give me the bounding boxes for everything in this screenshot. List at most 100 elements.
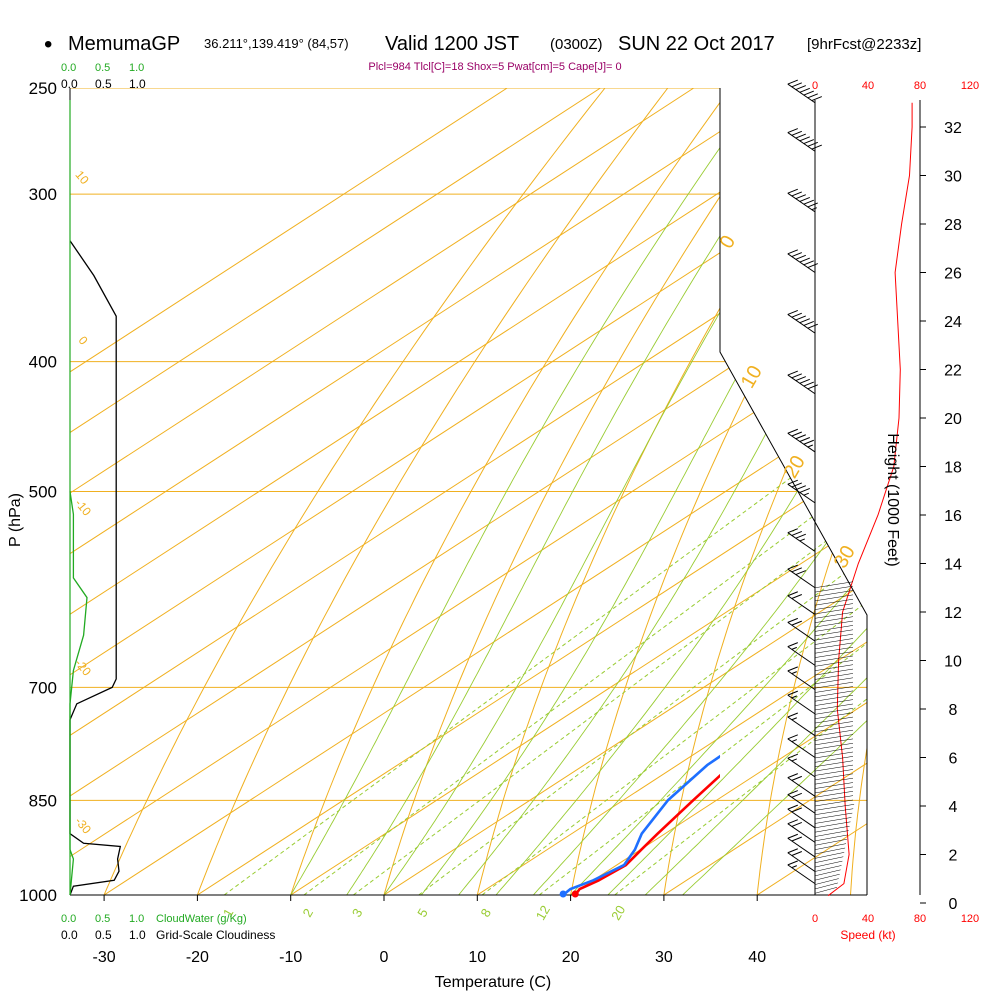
- wind-fan-line: [814, 668, 854, 676]
- height-tick-28: 28: [944, 217, 962, 234]
- wind-barb-staff: [787, 864, 816, 885]
- dry-adiabat-50: [848, 88, 867, 895]
- wind-barb-flag: [787, 790, 798, 796]
- speed-top-tick-1: 40: [862, 80, 874, 92]
- wind-barb-8: [787, 734, 816, 758]
- wind-barb-flag: [791, 620, 802, 626]
- wind-barb-22: [787, 188, 818, 213]
- wind-barb-flag: [799, 378, 810, 384]
- wind-barb-4: [787, 804, 816, 829]
- wind-fan-line: [814, 633, 854, 641]
- wind-barb-flag: [795, 434, 806, 440]
- wind-fan-line: [814, 638, 854, 645]
- wind-barb-staff: [787, 670, 816, 691]
- wind-barb-17: [787, 479, 816, 504]
- wind-barb-flag: [803, 90, 814, 96]
- height-tick-0: 0: [949, 896, 958, 913]
- height-tick-18: 18: [944, 460, 962, 477]
- wind-barb-flag: [791, 775, 802, 781]
- height-tick-16: 16: [944, 508, 962, 525]
- wind-fan-line: [814, 594, 854, 602]
- wind-barb-flag: [787, 712, 798, 718]
- wind-fan-line: [814, 620, 854, 628]
- wind-barb-2: [787, 833, 816, 858]
- wind-barb-flag: [787, 642, 798, 648]
- temp-tick--20: -20: [186, 949, 209, 966]
- wind-fan-line: [814, 821, 851, 829]
- dry-adiabat-30: [659, 88, 867, 895]
- wind-barb-flag: [787, 860, 798, 866]
- cw-bot-tick-2: 1.0: [129, 913, 144, 925]
- header-bullet: •: [44, 31, 52, 58]
- wind-barb-staff: [787, 568, 816, 589]
- moist-adiabat-16: [532, 88, 867, 895]
- wind-barb-half: [791, 758, 797, 762]
- wind-fan-line: [814, 769, 854, 776]
- wind-barb-flag: [803, 139, 814, 145]
- isotherm-10: [477, 88, 867, 895]
- side-profiles: [69, 100, 122, 896]
- header-forecast: [9hrFcst@2233z]: [807, 36, 921, 53]
- wind-barb-half: [791, 695, 797, 699]
- dry-adiabat-label-3: -20: [72, 656, 94, 679]
- wind-barb-flag: [799, 196, 810, 202]
- wind-fan-line: [814, 865, 842, 872]
- cw-top-tick-0: 0.0: [61, 62, 76, 74]
- header-coords: 36.211°,139.419° (84,57): [204, 36, 349, 51]
- moist-adiabat-24: [607, 88, 867, 895]
- wind-barb-flag: [811, 144, 822, 150]
- wind-barb-flag: [803, 320, 814, 326]
- wind-fan-line: [814, 673, 854, 680]
- wind-barb-14: [787, 591, 816, 615]
- wind-fan-line: [814, 869, 841, 877]
- isotherm-label-10: 10: [737, 362, 767, 392]
- wind-fan-line: [814, 612, 854, 619]
- wind-barb-flag: [791, 431, 802, 437]
- wind-barb-flag: [807, 384, 818, 390]
- moist-adiabat--4: [346, 88, 819, 895]
- right-frame: [719, 88, 868, 895]
- wind-barb-flag: [791, 130, 802, 136]
- wind-barb-flag: [787, 804, 798, 810]
- wind-barb-flag: [795, 485, 806, 491]
- wind-barb-flag: [799, 318, 810, 324]
- speed-label: Speed (kt): [840, 928, 895, 942]
- height-tick-6: 6: [949, 751, 958, 768]
- dry-adiabat-0: [375, 88, 811, 895]
- wind-fan-line: [814, 646, 854, 654]
- cw-bot-tick-0: 0.0: [61, 913, 76, 925]
- wind-barb-staff: [787, 757, 816, 778]
- height-tick-10: 10: [944, 654, 962, 671]
- wind-fan-line: [814, 716, 854, 724]
- height-tick-20: 20: [944, 411, 962, 428]
- wind-barb-staff: [787, 621, 816, 642]
- wind-barb-flag: [787, 528, 798, 534]
- thermo-grid: [70, 64, 1000, 923]
- header-valid: Valid 1200 JST: [385, 33, 519, 55]
- wind-barb-flag: [791, 312, 802, 318]
- wind-barb-half: [791, 717, 797, 721]
- chart-header: • MemumaGP 36.211°,139.419° (84,57) Vali…: [44, 31, 921, 73]
- wind-barb-staff: [787, 374, 816, 395]
- mixing-ratio-3: [353, 361, 867, 895]
- moist-adiabat--10: [290, 88, 763, 895]
- wind-fan-line: [814, 812, 853, 820]
- wind-barb-flag: [799, 437, 810, 442]
- dry-adiabat-60: [944, 64, 1000, 923]
- mixing-ratio-2: [303, 361, 867, 895]
- wind-fan-line: [814, 860, 843, 868]
- wind-barb-7: [787, 753, 816, 778]
- wind-barb-0: [787, 860, 816, 885]
- temperature-line: [574, 773, 720, 895]
- wind-fan-line: [814, 590, 854, 597]
- cloudiness-label: Grid-Scale Cloudiness: [156, 928, 275, 942]
- dry-adiabat-label-0: 10: [72, 168, 92, 187]
- wind-barb-staff: [787, 532, 816, 552]
- wind-profile: [787, 79, 913, 897]
- wind-barb-5: [787, 790, 816, 814]
- height-tick-4: 4: [949, 799, 958, 816]
- wind-barb-flag: [807, 93, 818, 99]
- wind-fan-line: [814, 703, 854, 711]
- wind-barb-flag: [791, 792, 802, 798]
- wind-barb-flag: [791, 567, 802, 573]
